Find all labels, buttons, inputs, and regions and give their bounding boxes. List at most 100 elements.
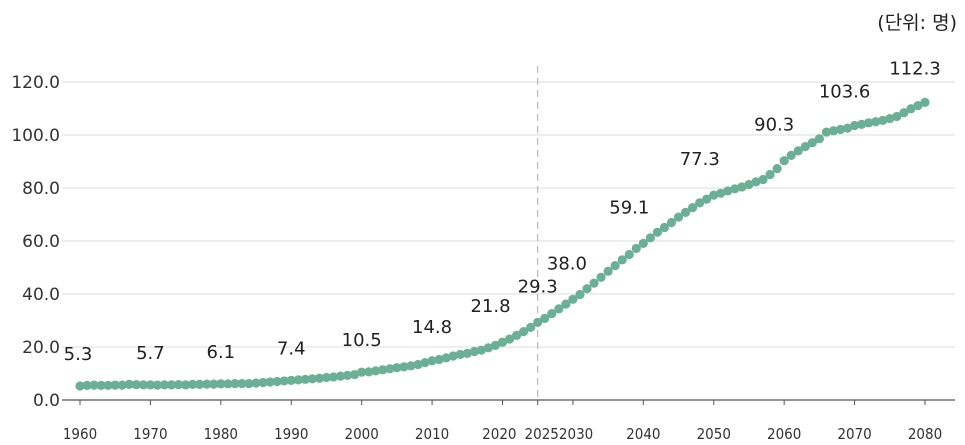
series-point: [821, 127, 832, 137]
series-point: [462, 348, 472, 358]
series-point: [448, 351, 458, 361]
y-tick-label: 100.0: [11, 126, 60, 146]
series-point: [434, 354, 444, 365]
series-point: [202, 379, 212, 389]
series-point: [624, 249, 634, 260]
series-point: [117, 380, 127, 390]
series-point: [575, 289, 585, 300]
series-point: [378, 365, 388, 375]
series-point: [75, 381, 85, 391]
series-point: [230, 378, 240, 389]
y-tick-label: 60.0: [22, 232, 60, 252]
y-tick-label: 20.0: [22, 338, 60, 358]
series-point: [392, 363, 402, 373]
data-label: 77.3: [680, 149, 720, 170]
series-point: [723, 186, 733, 196]
series-point: [307, 374, 317, 384]
data-label: 21.8: [470, 296, 510, 317]
series-point: [920, 97, 930, 108]
series-point: [258, 377, 268, 388]
series-point: [631, 243, 641, 254]
series-point: [223, 379, 233, 389]
data-label: 5.7: [136, 343, 165, 364]
series-point: [181, 380, 191, 390]
series-point: [688, 203, 698, 213]
series-point: [110, 380, 120, 390]
series-point: [237, 378, 247, 389]
series-point: [702, 194, 712, 204]
series-points: [75, 97, 930, 391]
x-tick-label: 2050: [697, 425, 731, 443]
series-point: [603, 266, 613, 276]
series-point: [152, 380, 163, 390]
series-point: [357, 367, 367, 377]
series-point: [413, 359, 423, 370]
series-point: [350, 369, 360, 380]
series-point: [737, 182, 747, 192]
series-point: [596, 272, 606, 282]
series-point: [744, 179, 754, 190]
series-point: [286, 375, 296, 385]
series-point: [279, 376, 289, 386]
series-point: [159, 380, 170, 390]
series-point: [645, 233, 655, 243]
series-point: [265, 377, 275, 387]
series-point: [765, 169, 775, 180]
series-point: [335, 371, 346, 381]
series-point: [131, 380, 141, 390]
series-point: [680, 207, 691, 217]
series-point: [371, 366, 381, 376]
series-point: [652, 227, 663, 237]
series-point: [842, 123, 853, 133]
series-point: [420, 358, 430, 368]
series-point: [871, 117, 881, 127]
data-label: 7.4: [277, 338, 306, 359]
series-point: [758, 174, 768, 185]
series-point: [638, 238, 648, 248]
x-tick-label: 1970: [133, 425, 167, 443]
series-point: [610, 261, 620, 271]
series-point: [272, 376, 282, 387]
series-point: [89, 380, 99, 390]
series-point: [828, 126, 839, 136]
x-axis-ticks: 1960 1970 1980 1990 2000 2010 2020 2025 2030 2040…: [63, 400, 942, 443]
series-point: [659, 222, 670, 233]
series-point: [906, 104, 916, 114]
series-point: [885, 113, 895, 124]
series-point: [103, 380, 113, 391]
series-point: [364, 367, 374, 377]
x-tick-label: 1980: [204, 425, 238, 443]
series-point: [878, 115, 888, 126]
series-point: [666, 217, 677, 228]
data-label: 59.1: [609, 197, 649, 218]
series-point: [814, 134, 824, 144]
series-point: [300, 374, 310, 384]
series-point: [145, 380, 156, 390]
series-point: [188, 379, 198, 389]
series-point: [166, 380, 177, 390]
data-label: 6.1: [207, 342, 236, 363]
data-label: 10.5: [342, 330, 382, 351]
series-point: [730, 184, 740, 194]
series-point: [82, 380, 92, 391]
data-labels: 5.3 5.7 6.1 7.4 10.5 14.8 21.8 29.338.0 59.1 77.3…: [64, 58, 941, 365]
series-point: [124, 379, 134, 389]
series-point: [209, 379, 219, 389]
series-point: [441, 353, 451, 363]
x-tick-label: 2030: [559, 425, 593, 443]
x-tick-label: 2080: [908, 425, 942, 443]
series-point: [547, 309, 557, 319]
series-point: [476, 345, 486, 355]
series-point: [195, 379, 205, 389]
series-point: [173, 380, 184, 390]
series-point: [385, 364, 395, 374]
series-point: [406, 361, 416, 371]
series-point: [328, 372, 339, 382]
series-point: [568, 294, 578, 304]
series-point: [582, 284, 592, 294]
series-point: [469, 346, 479, 357]
series-point: [849, 120, 860, 131]
x-tick-label: 1990: [274, 425, 308, 443]
series-point: [96, 380, 106, 391]
